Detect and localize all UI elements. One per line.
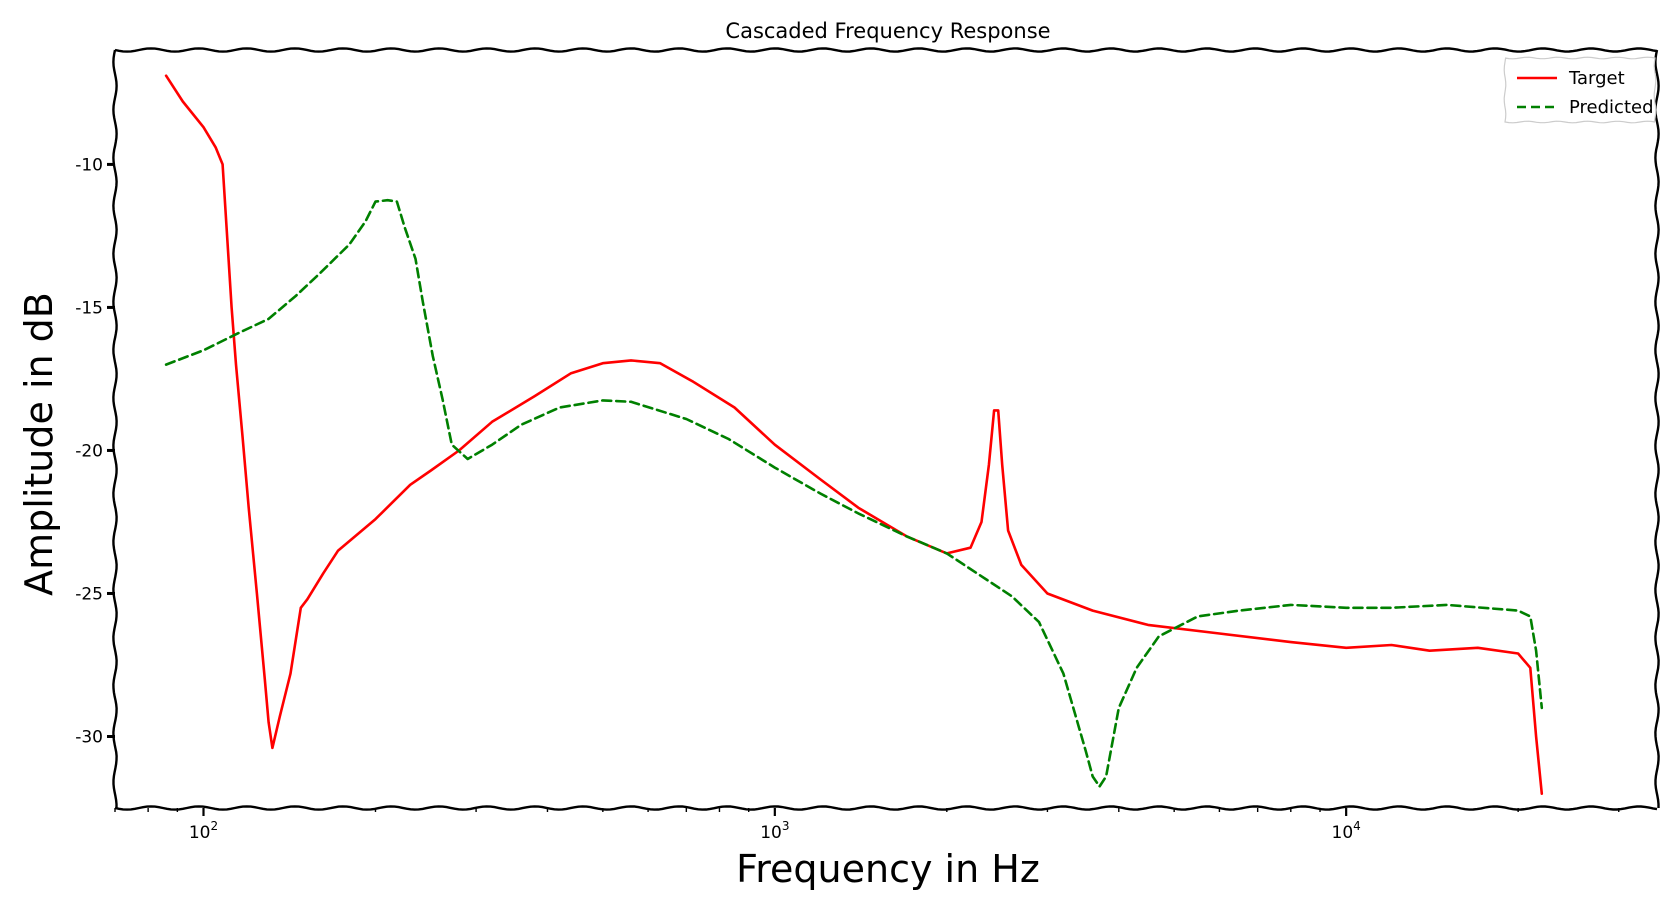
- y-tick-label: -15: [75, 298, 103, 318]
- y-axis-label: Amplitude in dB: [17, 292, 61, 596]
- series-line-target: [164, 74, 1544, 795]
- frame-top: [114, 47, 1658, 53]
- y-axis: -10 -15 -20 -25 -30: [75, 155, 115, 747]
- y-tick-label: -30: [75, 727, 103, 747]
- legend-box: [1503, 56, 1657, 124]
- y-tick-label: -25: [75, 584, 103, 604]
- legend-label-predicted: Predicted: [1569, 97, 1654, 118]
- x-tick-label: 103: [760, 819, 789, 843]
- chart-title: Cascaded Frequency Response: [725, 19, 1050, 43]
- x-tick-label: 102: [189, 819, 218, 843]
- x-axis: 102 103 104: [114, 808, 1620, 843]
- plot-frame: [112, 47, 1660, 811]
- x-tick-label: 104: [1332, 819, 1361, 843]
- y-tick-label: -20: [75, 441, 103, 461]
- frame-bottom: [114, 805, 1658, 811]
- x-axis-label: Frequency in Hz: [736, 847, 1040, 891]
- frame-left: [112, 49, 118, 808]
- series-layer: [164, 74, 1544, 795]
- legend-label-target: Target: [1568, 68, 1625, 89]
- y-tick-label: -10: [75, 155, 103, 175]
- series-line-predicted: [164, 198, 1544, 788]
- legend: Target Predicted: [1503, 56, 1657, 124]
- frame-right: [1654, 49, 1660, 808]
